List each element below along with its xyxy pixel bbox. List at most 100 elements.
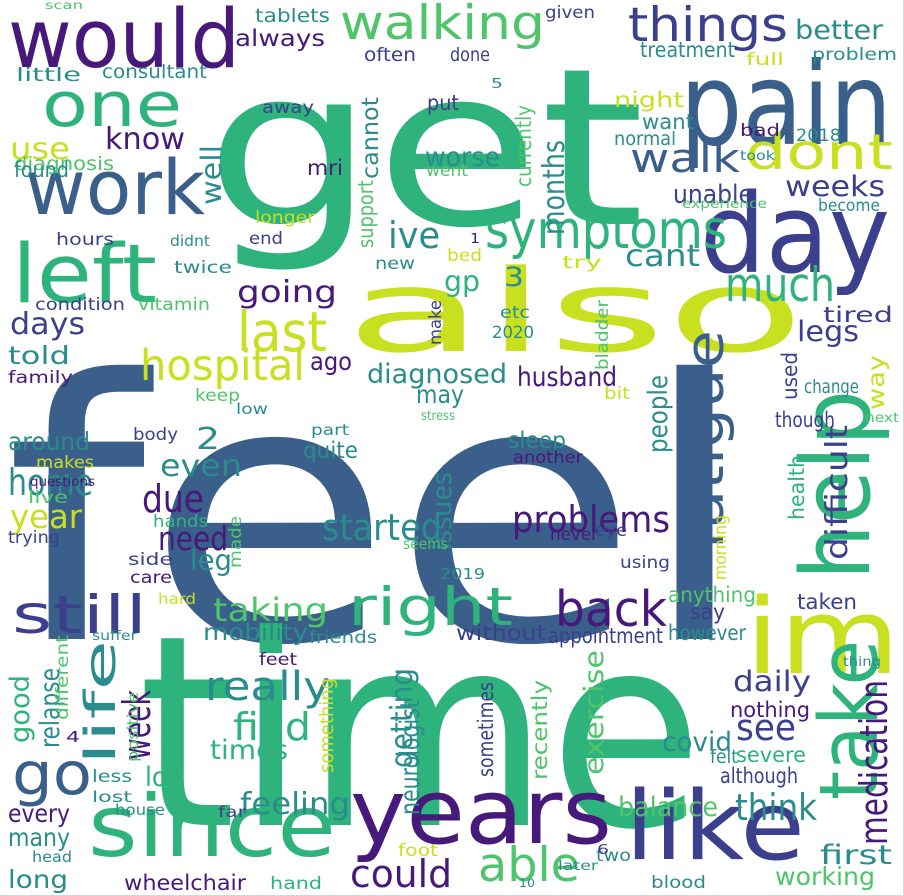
word-currently: currently <box>512 105 536 187</box>
word-things: things <box>628 0 788 53</box>
word-given: given <box>545 3 595 23</box>
word-hard: hard <box>158 590 196 608</box>
word-using: using <box>620 553 670 573</box>
word-every: every <box>8 799 70 828</box>
word-see: see <box>736 707 796 749</box>
word-thing: thing <box>843 655 881 670</box>
word-better: better <box>795 15 883 46</box>
word-new: new <box>375 254 415 274</box>
word-less: less <box>92 767 132 787</box>
word-end: end <box>249 229 283 249</box>
word-around: around <box>8 427 90 456</box>
word-diagnosis: diagnosis <box>14 153 114 175</box>
word-although: although <box>720 764 798 788</box>
word-2018: 2018 <box>796 126 841 146</box>
word-said: said <box>178 803 216 821</box>
word-next: next <box>865 411 899 426</box>
word-know: know <box>105 122 185 157</box>
word-sleep: sleep <box>508 428 566 454</box>
word-balance: balance <box>618 792 718 823</box>
word-recently: recently <box>528 680 552 780</box>
word-taken: taken <box>797 590 857 614</box>
word-6: 6 <box>597 843 609 858</box>
word-left: left <box>12 228 157 322</box>
word-due: due <box>142 477 204 521</box>
word-ive: ive <box>388 215 440 257</box>
word-eye: eye <box>595 521 627 541</box>
word-2020: 2020 <box>492 323 534 343</box>
word-go: go <box>12 739 92 808</box>
word-seems: seems <box>403 535 448 553</box>
word-problem: problem <box>812 45 897 65</box>
word-questions: questions <box>30 475 95 490</box>
word-anything: anything <box>668 583 756 607</box>
word-lost: lost <box>92 788 132 806</box>
word-exercise: exercise <box>579 650 610 775</box>
word-cannot: cannot <box>358 97 384 179</box>
word-sometimes: sometimes <box>474 682 498 777</box>
word-vitamin: vitamin <box>138 295 210 315</box>
word-scan: scan <box>45 0 83 12</box>
word-support: support <box>354 180 378 248</box>
word-daily: daily <box>733 665 811 698</box>
word-experience: experience <box>682 197 767 212</box>
word-suffer: suffer <box>92 629 137 644</box>
word-morning: morning <box>711 515 731 580</box>
word-without: without <box>456 621 546 645</box>
word-since: since <box>88 778 336 877</box>
word-stress: stress <box>421 409 455 424</box>
word-bed: bed <box>447 246 482 266</box>
word-family: family <box>8 368 73 388</box>
word-hours: hours <box>56 230 114 250</box>
word-foot: foot <box>398 841 438 861</box>
word-10: 10 <box>519 876 535 890</box>
word-4: 4 <box>66 728 80 746</box>
word-tablets: tablets <box>255 5 330 27</box>
word-part: part <box>311 421 349 439</box>
word-would: would <box>8 0 240 87</box>
word-feet: feet <box>259 650 297 670</box>
word-even: even <box>160 449 242 484</box>
word-dont: dont <box>745 123 893 181</box>
word-blood: blood <box>651 873 706 893</box>
word-severe: severe <box>736 743 806 767</box>
word-pain: pain <box>680 38 892 171</box>
word-2019: 2019 <box>440 565 485 583</box>
word-done: done <box>450 44 490 66</box>
word-ago: ago <box>310 347 352 376</box>
word-live: live <box>28 488 68 508</box>
word-wheelchair: wheelchair <box>124 871 246 895</box>
word-far: far <box>218 803 246 821</box>
word-consultant: consultant <box>102 61 207 83</box>
word-always: always <box>235 26 325 52</box>
word-change: change <box>804 376 859 398</box>
word-days: days <box>10 307 85 342</box>
word-hospital: hospital <box>140 341 305 391</box>
word-night: night <box>614 88 684 112</box>
word-1: 1 <box>470 232 480 247</box>
word-try: try <box>562 253 602 273</box>
word-good: good <box>5 675 36 743</box>
word-day: day <box>700 171 890 298</box>
word-people: people <box>643 375 674 453</box>
word-last: last <box>237 300 327 364</box>
word-one: one <box>42 69 182 141</box>
word-long: long <box>8 865 68 894</box>
word-unable: unable <box>673 180 753 210</box>
word-months: months <box>537 140 572 235</box>
word-way: way <box>864 355 890 410</box>
word-say: say <box>690 600 725 624</box>
word-medication: medication <box>852 680 896 845</box>
word-body: body <box>133 425 178 445</box>
word-use: use <box>10 132 70 167</box>
word-find: find <box>233 705 311 749</box>
word-away: away <box>262 98 314 118</box>
word-health: health <box>785 455 809 520</box>
word-going: going <box>237 275 337 310</box>
word-however: however <box>668 621 746 645</box>
word-much: much <box>725 258 835 313</box>
word-back: back <box>555 580 667 638</box>
word-hand: hand <box>270 874 322 894</box>
word-nothing: nothing <box>730 698 810 722</box>
